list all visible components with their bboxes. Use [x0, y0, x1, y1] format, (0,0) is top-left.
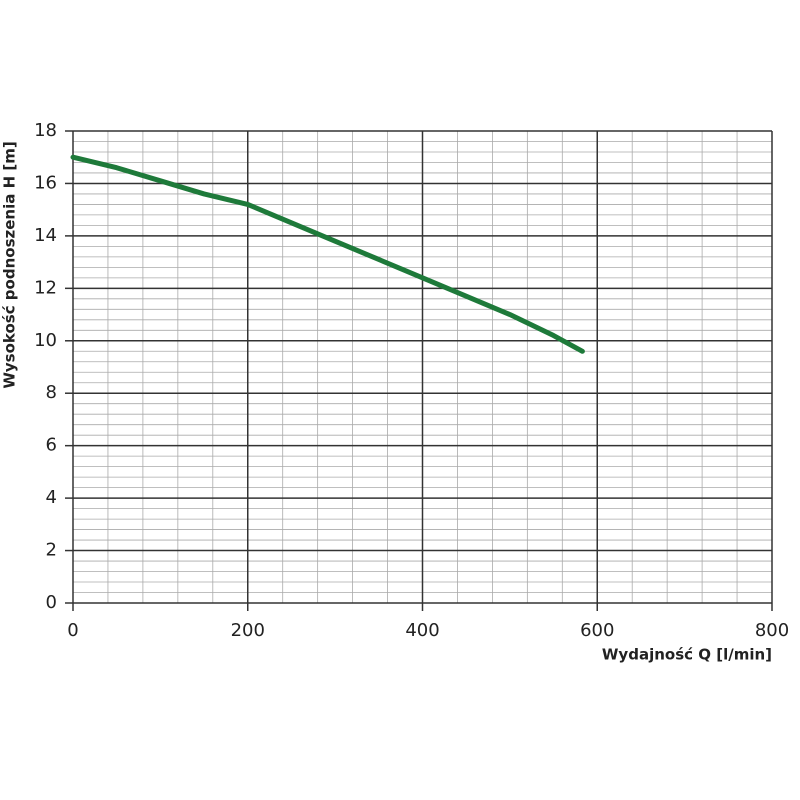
x-tick-label: 400	[405, 620, 439, 641]
x-tick-label: 0	[67, 620, 78, 641]
y-tick-label: 0	[46, 592, 57, 613]
data-line	[70, 154, 585, 354]
y-tick-label: 8	[46, 382, 57, 403]
y-tick-label: 10	[34, 330, 57, 351]
y-axis-label: Wysokość podnoszenia H [m]	[1, 141, 19, 388]
x-tick-label: 600	[580, 620, 614, 641]
y-tick-label: 18	[34, 120, 57, 141]
y-tick-label: 14	[34, 225, 57, 246]
x-tick-label: 800	[755, 620, 789, 641]
y-tick-label: 4	[46, 487, 57, 508]
y-tick-label: 16	[34, 172, 57, 193]
y-tick-label: 12	[34, 277, 57, 298]
y-tick-label: 6	[46, 435, 57, 456]
x-axis-label: Wydajność Q [l/min]	[602, 646, 772, 664]
y-tick-label: 2	[46, 540, 57, 561]
x-tick-label: 200	[231, 620, 265, 641]
